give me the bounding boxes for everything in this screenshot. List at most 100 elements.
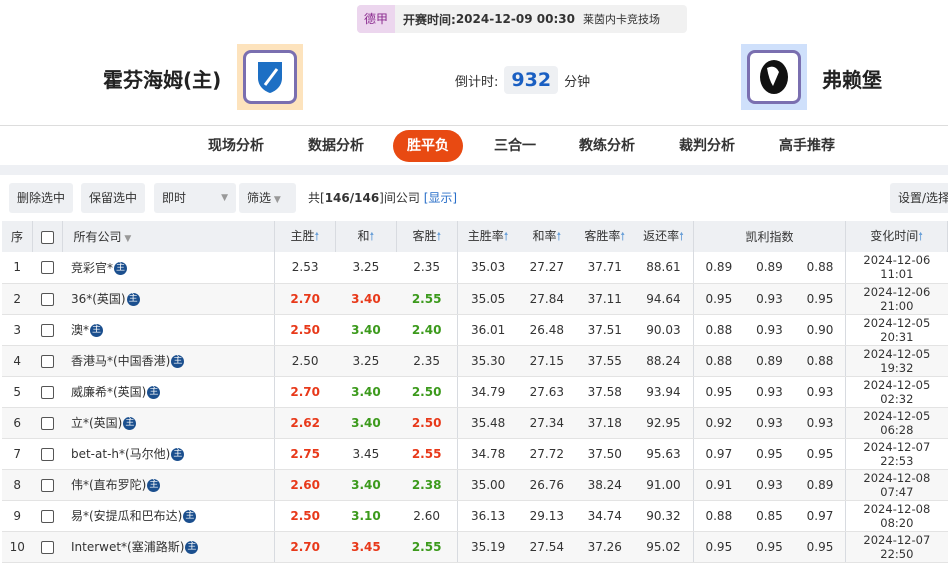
- row-select[interactable]: [32, 314, 63, 346]
- row-select[interactable]: [32, 376, 63, 408]
- company-name[interactable]: 竞彩官*: [70, 260, 113, 275]
- header-draw-rate[interactable]: 和率🠕: [518, 221, 576, 252]
- select-all-checkbox[interactable]: [41, 230, 55, 244]
- header-home-rate[interactable]: 主胜率🠕: [457, 221, 519, 252]
- row-select[interactable]: [32, 469, 63, 501]
- company-cell[interactable]: 香港马*(中国香港) 主: [62, 345, 275, 377]
- league-badge[interactable]: 德甲: [357, 5, 396, 33]
- main-odds-badge-icon[interactable]: 主: [126, 293, 140, 306]
- tab-live-analysis[interactable]: 现场分析: [208, 138, 264, 154]
- header-seq: 序: [2, 221, 33, 252]
- main-odds-badge-icon[interactable]: 主: [171, 448, 185, 461]
- company-name[interactable]: bet-at-h*(马尔他): [70, 447, 171, 461]
- company-cell[interactable]: 威廉希*(英国) 主: [62, 376, 275, 408]
- row-checkbox[interactable]: [41, 416, 55, 430]
- change-time[interactable]: 2024-12-05 19:32: [845, 345, 948, 377]
- table-row: 6 立*(英国) 主 2.62 3.40 2.50 35.48 27.34 37.18 92.95…: [2, 407, 948, 439]
- change-time[interactable]: 2024-12-06 11:01: [845, 252, 948, 284]
- row-checkbox[interactable]: [41, 354, 55, 368]
- company-name[interactable]: 立*(英国): [70, 416, 123, 430]
- main-odds-badge-icon[interactable]: 主: [123, 417, 137, 430]
- kelly-home: 0.92: [693, 407, 745, 439]
- company-cell[interactable]: 易*(安提瓜和巴布达) 主: [62, 500, 275, 532]
- row-checkbox[interactable]: [41, 292, 55, 306]
- row-select[interactable]: [32, 252, 63, 284]
- settings-button[interactable]: 设置/选择: [890, 183, 948, 213]
- row-select[interactable]: [32, 438, 63, 470]
- row-select[interactable]: [32, 531, 63, 563]
- home-team-logo[interactable]: [237, 44, 303, 110]
- row-checkbox[interactable]: [41, 540, 55, 554]
- change-time[interactable]: 2024-12-08 07:47: [845, 469, 948, 501]
- tab-referee-analysis[interactable]: 裁判分析: [679, 138, 735, 154]
- main-odds-badge-icon[interactable]: 主: [185, 541, 199, 554]
- company-cell[interactable]: Interwet*(塞浦路斯) 主: [62, 531, 275, 563]
- company-cell[interactable]: 竞彩官* 主: [62, 252, 275, 284]
- change-time[interactable]: 2024-12-08 08:20: [845, 500, 948, 532]
- main-odds-badge-icon[interactable]: 主: [183, 510, 197, 523]
- tab-data-analysis[interactable]: 数据分析: [308, 138, 364, 154]
- main-odds-badge-icon[interactable]: 主: [171, 355, 185, 368]
- return-rate: 88.61: [634, 252, 694, 284]
- row-checkbox[interactable]: [41, 509, 55, 523]
- main-odds-badge-icon[interactable]: 主: [147, 479, 161, 492]
- home-team-name[interactable]: 霍芬海姆(主): [103, 68, 222, 92]
- row-select[interactable]: [32, 283, 63, 315]
- away-team-name[interactable]: 弗赖堡: [822, 68, 882, 92]
- company-name[interactable]: Interwet*(塞浦路斯): [70, 540, 185, 554]
- row-checkbox[interactable]: [41, 385, 55, 399]
- keep-selected-button[interactable]: 保留选中: [81, 183, 146, 213]
- kelly-home: 0.95: [693, 283, 745, 315]
- draw-rate-header-label: 和率: [532, 228, 557, 243]
- away-team-logo[interactable]: [741, 44, 807, 110]
- row-select[interactable]: [32, 345, 63, 377]
- header-company[interactable]: 所有公司 ▼: [62, 221, 275, 252]
- row-checkbox[interactable]: [41, 323, 55, 337]
- home-rate: 35.19: [457, 531, 519, 563]
- row-checkbox[interactable]: [41, 447, 55, 461]
- change-time[interactable]: 2024-12-07 22:50: [845, 531, 948, 563]
- tab-coach-analysis[interactable]: 教练分析: [579, 138, 635, 154]
- main-odds-badge-icon[interactable]: 主: [113, 261, 127, 275]
- company-cell[interactable]: 伟*(直布罗陀) 主: [62, 469, 275, 501]
- company-name[interactable]: 香港马*(中国香港): [70, 354, 171, 368]
- main-odds-badge-icon[interactable]: 主: [147, 386, 161, 399]
- company-name[interactable]: 36*(英国): [70, 292, 126, 306]
- company-cell[interactable]: 36*(英国) 主: [62, 283, 275, 315]
- row-checkbox[interactable]: [41, 261, 55, 275]
- tab-expert-picks[interactable]: 高手推荐: [779, 138, 835, 154]
- row-select[interactable]: [32, 500, 63, 532]
- header-return[interactable]: 返还率🠕: [634, 221, 694, 252]
- change-time[interactable]: 2024-12-05 06:28: [845, 407, 948, 439]
- delete-selected-button[interactable]: 删除选中: [9, 183, 74, 213]
- company-name[interactable]: 易*(安提瓜和巴布达): [70, 509, 183, 523]
- sort-up-icon: 🠕: [620, 229, 626, 243]
- filter-select[interactable]: 筛选 ▼: [239, 183, 296, 213]
- header-time[interactable]: 变化时间🠕: [845, 221, 948, 252]
- change-time[interactable]: 2024-12-05 02:32: [845, 376, 948, 408]
- header-draw[interactable]: 和🠕: [335, 221, 397, 252]
- row-checkbox[interactable]: [41, 478, 55, 492]
- change-time[interactable]: 2024-12-07 22:53: [845, 438, 948, 470]
- company-name[interactable]: 澳*: [70, 323, 89, 337]
- tab-three-in-one[interactable]: 三合一: [494, 138, 536, 154]
- company-name[interactable]: 伟*(直布罗陀): [70, 478, 147, 492]
- company-name[interactable]: 威廉希*(英国): [70, 385, 147, 399]
- header-home[interactable]: 主胜🠕: [274, 221, 336, 252]
- show-link[interactable]: [显示]: [423, 191, 458, 205]
- header-away[interactable]: 客胜🠕: [396, 221, 458, 252]
- mode-select[interactable]: 即时 ▼: [154, 183, 236, 213]
- row-select[interactable]: [32, 407, 63, 439]
- company-cell[interactable]: 立*(英国) 主: [62, 407, 275, 439]
- change-time[interactable]: 2024-12-06 21:00: [845, 283, 948, 315]
- header-select-all[interactable]: [32, 221, 64, 252]
- away-odds: 2.50: [396, 407, 458, 439]
- change-time[interactable]: 2024-12-05 20:31: [845, 314, 948, 346]
- draw-header-label: 和: [357, 228, 370, 243]
- tab-win-draw-loss[interactable]: 胜平负: [393, 130, 463, 162]
- header-away-rate[interactable]: 客胜率🠕: [575, 221, 635, 252]
- main-odds-badge-icon[interactable]: 主: [89, 324, 103, 337]
- company-cell[interactable]: 澳* 主: [62, 314, 275, 346]
- company-cell[interactable]: bet-at-h*(马尔他) 主: [62, 438, 275, 470]
- draw-rate: 27.54: [518, 531, 576, 563]
